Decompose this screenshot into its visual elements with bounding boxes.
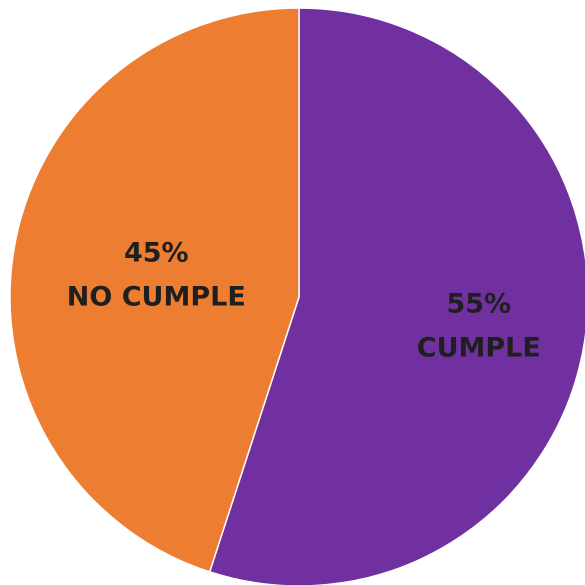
pie-labels: 55% CUMPLE 45% NO CUMPLE — [67, 237, 541, 363]
slice-category-label: NO CUMPLE — [67, 281, 246, 312]
slice-category-label: CUMPLE — [417, 333, 541, 364]
slice-value-label: 55% — [446, 289, 511, 320]
pie-slice-cumple — [208, 7, 585, 585]
slice-value-label: 45% — [124, 237, 189, 268]
pie-slices — [9, 7, 585, 585]
pie-slice-no-cumple — [9, 7, 300, 573]
